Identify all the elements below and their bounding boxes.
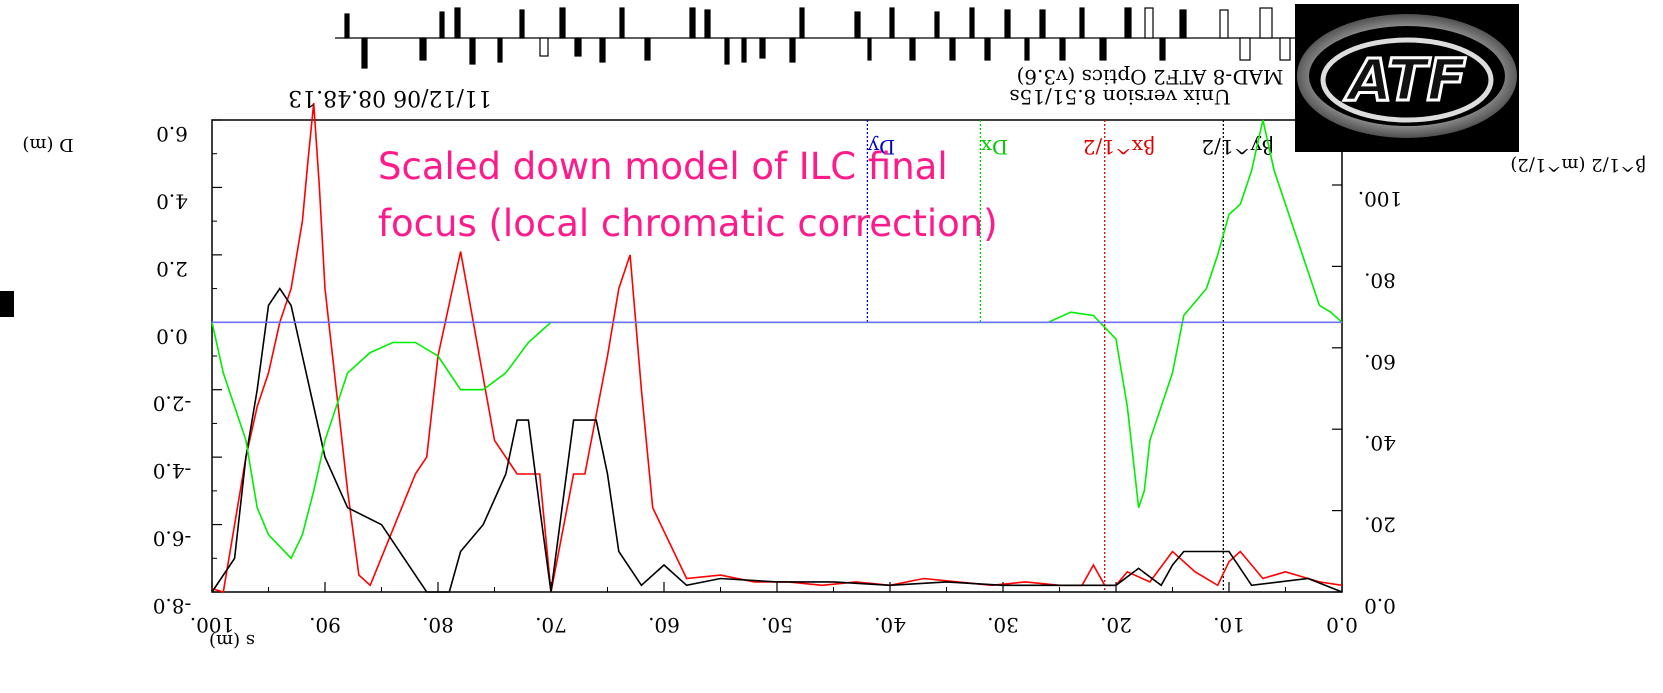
lattice-magnet [361,37,368,69]
y-left-tick-label: -8.0 [153,594,192,618]
atf-logo-text: ATF [1344,46,1467,114]
lattice-magnet [619,7,625,39]
lattice-magnet [1144,7,1154,39]
left-edge-mark [0,291,14,317]
lattice-magnet [789,37,796,63]
annotation-line-2: focus (local chromatic correction) [378,202,998,245]
x-tick-label: 20. [1100,613,1132,637]
lattice-magnet [344,13,350,39]
annotation-line-1: Scaled down model of ILC final [378,145,948,188]
y-left-axis-label: D (m) [22,134,73,155]
lattice-magnet [689,7,696,39]
y-left-tick-label: 2.0 [156,257,188,281]
lattice-magnet [889,7,895,39]
lattice-magnet [949,37,956,61]
series-line [211,103,1343,594]
lattice-magnet [1259,7,1273,39]
annotation-text: Scaled down model of ILC final focus (lo… [378,138,1098,252]
lattice-magnet [439,11,445,39]
lattice-magnet [1099,37,1107,61]
marker-label: βx^1/2 [1083,135,1155,159]
lattice-magnet [519,9,525,39]
lattice-magnet [599,37,606,63]
lattice-magnet [1239,37,1251,61]
lattice-magnet [1079,7,1085,39]
plot-series [211,103,1343,594]
lattice-magnet [1159,37,1166,61]
lattice-magnet [1024,37,1030,61]
y-right-tick-label: 60. [1364,350,1396,374]
lattice-magnet [909,37,916,61]
y-left-tick-label: -2.0 [153,392,192,416]
lattice-magnet [1039,9,1046,39]
marker-label: Dx [980,135,1008,159]
lattice-magnet [1124,7,1132,39]
y-left-tick-label: 6.0 [156,122,188,146]
lattice-magnet [1179,9,1187,39]
atf-logo: ATF [1295,4,1519,152]
y-right-axis-label: β^1/2 (m^1/2) [1510,154,1645,175]
x-tick-label: 100. [190,613,235,637]
x-tick-label: 50. [761,613,793,637]
y-right-tick-label: 20. [1364,513,1396,537]
lattice-magnet [724,37,730,65]
lattice-magnet [969,7,975,39]
lattice-magnet [799,7,805,39]
element-markers: Dy Dx βx^1/2 βy^1/2 [866,120,1273,592]
y-right-tick-label: 0.0 [1364,594,1396,618]
x-tick-label: 60. [648,613,680,637]
y-right-tick-label: 80. [1364,268,1396,292]
axis-ticks: 0.010.20.30.40.50.60.70.80.90.100.-8.0-6… [153,119,1403,637]
lattice-magnet [934,11,940,39]
x-tick-label: 80. [422,613,454,637]
lattice-magnet [1219,9,1229,39]
x-axis-label: s (m) [209,630,255,651]
y-right-tick-label: 100. [1358,187,1403,211]
date-time-label: 11/12/06 08.48.13 [288,85,492,110]
lattice-magnet [497,37,503,63]
x-tick-label: 40. [874,613,906,637]
y-left-tick-label: 0.0 [156,324,188,348]
lattice-magnet [759,37,766,59]
version-line: Unix version 8.51/15s [1009,85,1230,109]
y-left-tick-label: -6.0 [153,527,192,551]
y-left-tick-label: -4.0 [153,459,192,483]
x-tick-label: 90. [309,613,341,637]
lattice-magnet [1279,37,1291,61]
marker-label: βy^1/2 [1201,135,1273,159]
marker-label: Dy [867,135,895,159]
lattice-magnet [574,37,582,57]
magnet-lattice-strip [335,7,1295,69]
lattice-magnet [539,37,549,57]
x-tick-label: 70. [535,613,567,637]
lattice-magnet [644,37,651,61]
lattice-magnet [854,11,861,39]
y-right-tick-label: 40. [1364,431,1396,455]
lattice-magnet [454,7,461,39]
lattice-magnet [469,37,476,65]
program-line: MAD-8 ATF2 Optics (v3.6) [1017,65,1284,89]
lattice-magnet [741,37,747,63]
x-tick-label: 10. [1213,613,1245,637]
lattice-magnet [704,9,711,39]
lattice-magnet [1059,37,1066,61]
series-line [211,287,1343,593]
lattice-magnet [984,37,991,61]
lattice-magnet [419,37,427,61]
lattice-magnet [1004,9,1011,39]
y-left-tick-label: 4.0 [156,189,188,213]
lattice-magnet [867,37,872,61]
lattice-magnet [559,7,566,39]
x-tick-label: 30. [987,613,1019,637]
x-tick-label: 0.0 [1326,613,1358,637]
